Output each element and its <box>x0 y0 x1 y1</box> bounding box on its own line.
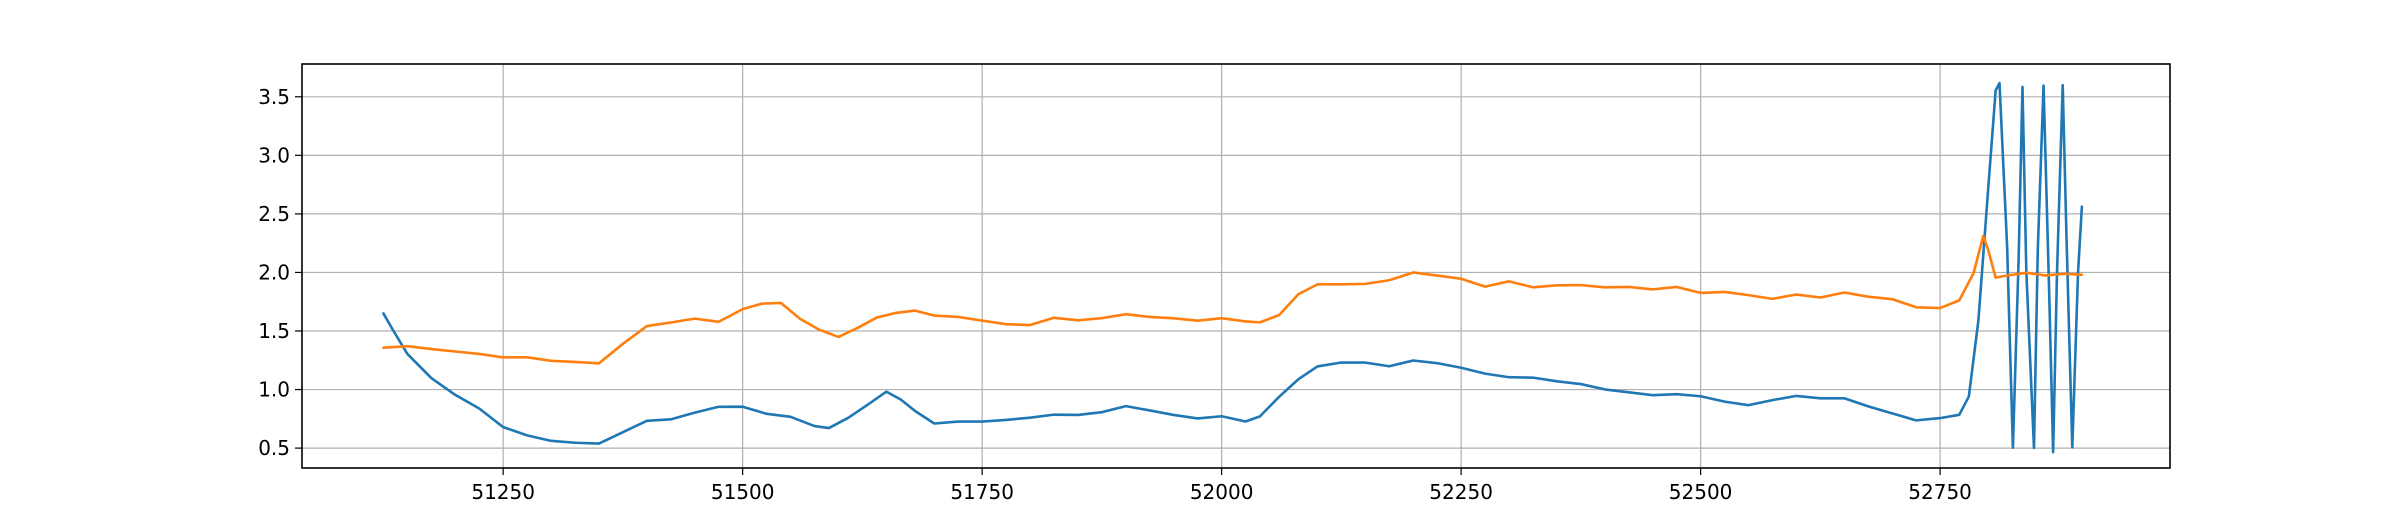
y-tick-label: 2.0 <box>258 260 290 284</box>
y-tick-label: 1.5 <box>258 319 290 343</box>
x-tick-label: 52000 <box>1190 480 1254 504</box>
x-tick-label: 52500 <box>1669 480 1733 504</box>
x-tick-label: 52250 <box>1429 480 1493 504</box>
x-tick-label: 52750 <box>1908 480 1972 504</box>
y-tick-label: 2.5 <box>258 202 290 226</box>
y-tick-label: 3.0 <box>258 143 290 167</box>
y-tick-label: 0.5 <box>258 436 290 460</box>
series-line-2 <box>382 234 2084 365</box>
axis-ticks: 51250 51500 51750 52000 52250 52500 52750 0.5 1.… <box>258 85 1972 504</box>
y-tick-label: 1.0 <box>258 378 290 402</box>
series-line-1 <box>382 81 2084 454</box>
x-tick-label: 51250 <box>471 480 535 504</box>
y-tick-label: 3.5 <box>258 85 290 109</box>
axes-frame <box>301 63 2171 469</box>
x-tick-label: 51750 <box>950 480 1014 504</box>
series-layer <box>382 81 2084 454</box>
x-tick-label: 51500 <box>711 480 775 504</box>
grid-lines <box>302 64 2170 468</box>
